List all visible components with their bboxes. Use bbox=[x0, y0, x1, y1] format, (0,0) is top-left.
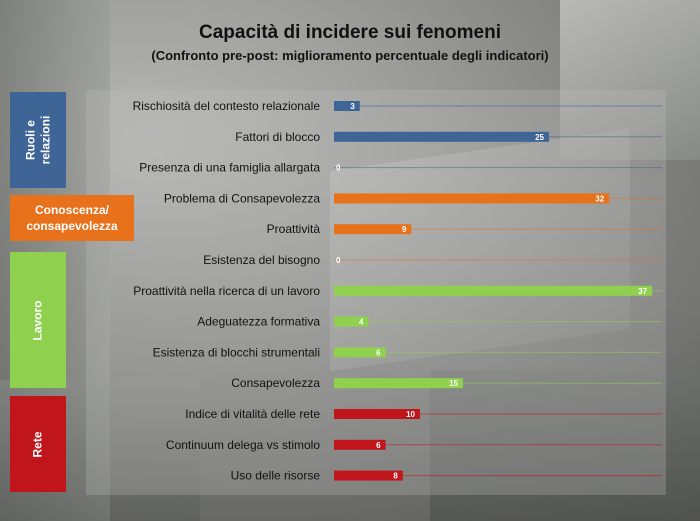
bar bbox=[334, 409, 420, 419]
bar bbox=[334, 470, 403, 481]
category-label: Problema di Consapevolezza bbox=[164, 191, 320, 205]
category-label: Continuum delega vs stimolo bbox=[166, 438, 320, 452]
data-label: 15 bbox=[449, 379, 458, 388]
category-label: Proattività bbox=[267, 222, 321, 236]
data-label: 6 bbox=[376, 348, 381, 357]
data-label: 0 bbox=[336, 256, 341, 265]
bar bbox=[334, 131, 549, 142]
bar bbox=[334, 439, 386, 450]
data-label: 0 bbox=[336, 164, 341, 173]
group-label-text: Conoscenza/ consapevolezza bbox=[26, 203, 118, 233]
group-label-lavoro: Lavoro bbox=[10, 252, 66, 388]
bar bbox=[334, 101, 360, 111]
chart-header: Capacità di incidere sui fenomeni (Confr… bbox=[0, 22, 700, 63]
bar bbox=[334, 193, 610, 204]
bar bbox=[334, 316, 369, 327]
data-label: 10 bbox=[406, 410, 415, 419]
category-label: Esistenza del bisogno bbox=[203, 253, 320, 267]
group-label-ruoli-relazioni: Ruoli e relazioni bbox=[10, 92, 66, 188]
category-label: Indice di vitalità delle rete bbox=[185, 407, 320, 421]
bar bbox=[334, 224, 412, 235]
data-label: 9 bbox=[402, 225, 407, 234]
bar bbox=[334, 378, 463, 389]
data-label: 4 bbox=[359, 318, 364, 327]
data-label: 37 bbox=[638, 287, 647, 296]
bar bbox=[334, 285, 653, 296]
category-label: Presenza di una famiglia allargata bbox=[139, 161, 320, 175]
background-shape bbox=[560, 0, 700, 160]
data-label: 3 bbox=[350, 102, 355, 111]
data-label: 25 bbox=[535, 133, 544, 142]
category-label: Consapevolezza bbox=[231, 376, 320, 390]
category-label: Esistenza di blocchi strumentali bbox=[153, 345, 320, 359]
category-label: Proattività nella ricerca di un lavoro bbox=[133, 284, 320, 298]
category-label: Uso delle risorse bbox=[231, 469, 321, 483]
background-shape bbox=[430, 370, 700, 521]
category-label: Fattori di blocco bbox=[235, 130, 320, 144]
group-label-conoscenza: Conoscenza/ consapevolezza bbox=[10, 195, 134, 241]
category-label: Adeguatezza formativa bbox=[197, 315, 320, 329]
category-label: Rischiosità del contesto relazionale bbox=[133, 99, 321, 113]
data-label: 6 bbox=[376, 441, 381, 450]
data-label: 8 bbox=[393, 472, 398, 481]
data-label: 32 bbox=[595, 194, 604, 203]
chart-subtitle: (Confronto pre-post: miglioramento perce… bbox=[151, 48, 549, 63]
bar bbox=[334, 347, 386, 358]
chart-title: Capacità di incidere sui fenomeni bbox=[199, 22, 501, 43]
group-label-rete: Rete bbox=[10, 396, 66, 492]
